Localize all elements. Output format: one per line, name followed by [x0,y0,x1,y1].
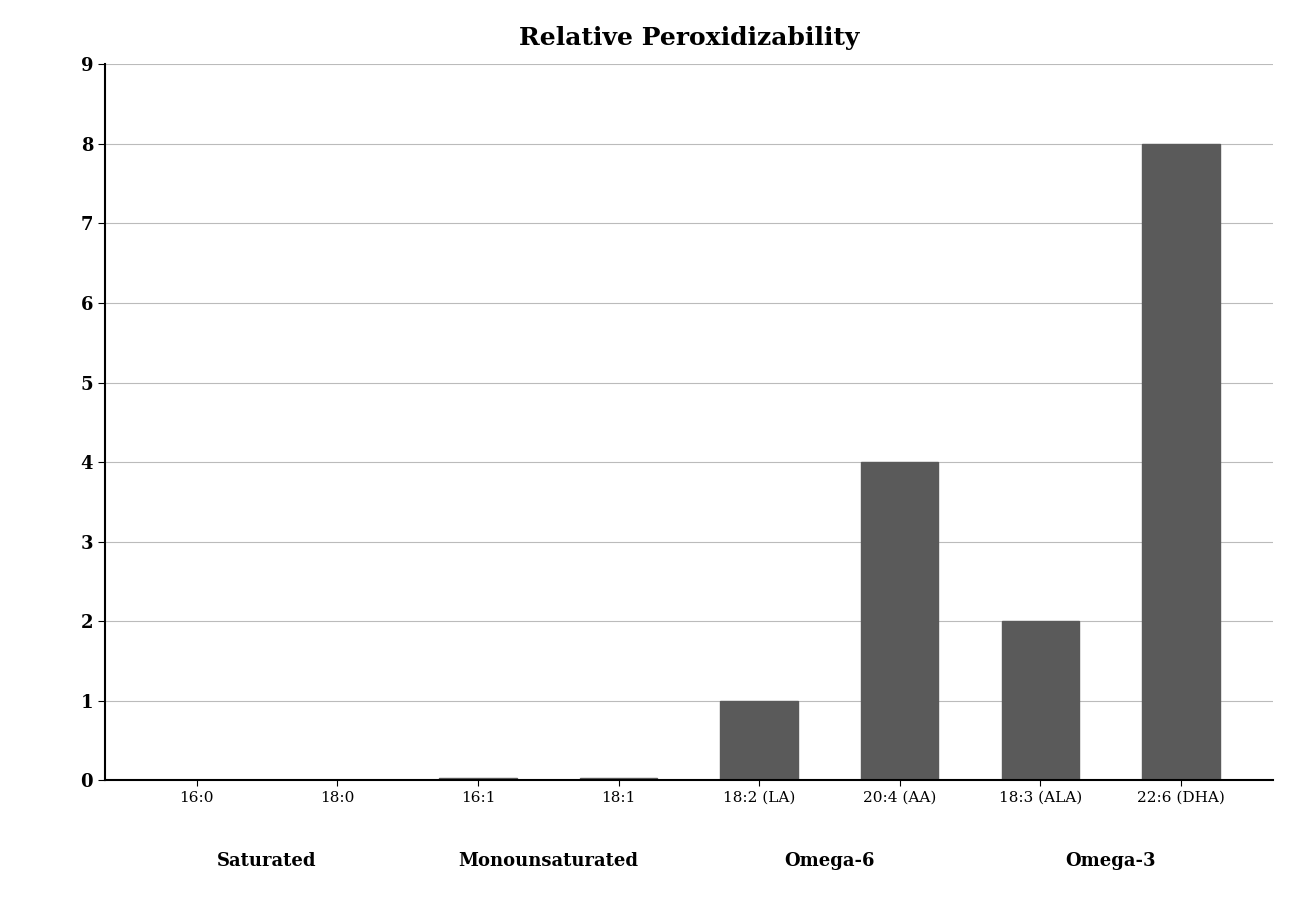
Bar [720,700,798,780]
Text: Monounsaturated: Monounsaturated [458,852,638,870]
Text: Omega-3: Omega-3 [1065,852,1156,870]
Bar [440,778,517,780]
Text: Omega-6: Omega-6 [785,852,875,870]
Bar [580,778,657,780]
Text: Saturated: Saturated [218,852,316,870]
Bar [861,462,938,780]
Title: Relative Peroxidizability: Relative Peroxidizability [518,26,859,50]
Bar [1143,144,1220,780]
Bar [1001,621,1078,780]
